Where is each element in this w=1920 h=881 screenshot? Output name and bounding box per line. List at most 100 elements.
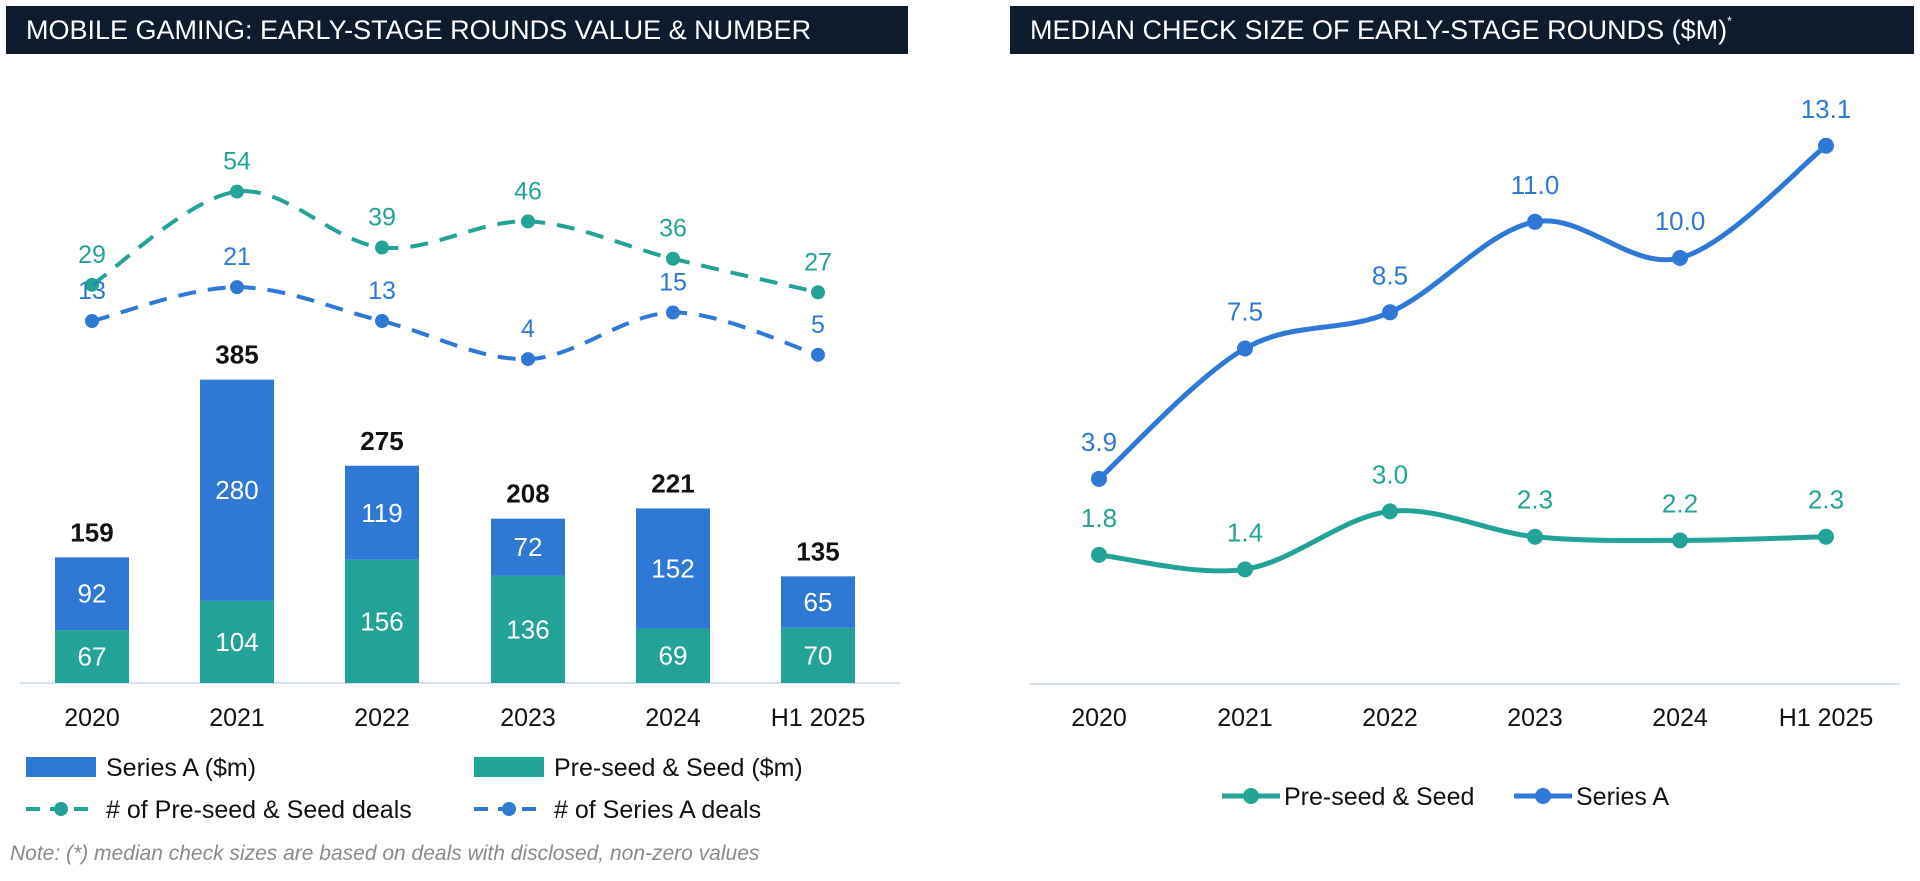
x-tick-label: 2021: [1217, 704, 1273, 732]
bar-seed-label: 69: [659, 641, 688, 671]
bar-total-label: 135: [796, 536, 839, 566]
point-series-a: [1237, 340, 1253, 357]
point-series-a-deals: [811, 347, 825, 362]
x-tick-label: 2020: [1071, 704, 1127, 732]
line-series-a: [1097, 143, 1828, 481]
point-seed-label: 2.3: [1808, 485, 1844, 515]
point-series-a: [1382, 304, 1398, 321]
bar-total-label: 208: [506, 479, 549, 509]
point-seed: [1818, 528, 1834, 545]
legend-label-series-a: Series A: [1576, 783, 1669, 811]
bar-series-a-label: 65: [804, 587, 833, 617]
legend-marker-series-a-deals: [502, 802, 516, 816]
point-seed-deals-label: 29: [78, 241, 106, 269]
x-tick-label: 2024: [645, 704, 701, 732]
left-chart-title: MOBILE GAMING: EARLY-STAGE ROUNDS VALUE …: [6, 6, 908, 54]
x-tick-label: 2022: [354, 704, 410, 732]
point-seed-label: 2.2: [1662, 488, 1698, 518]
x-tick-label: 2023: [500, 704, 556, 732]
point-seed: [1672, 532, 1688, 549]
point-series-a-label: 7.5: [1227, 297, 1263, 327]
point-seed-label: 1.4: [1227, 517, 1263, 547]
bar-seed-label: 156: [360, 606, 403, 636]
bar-seed: [636, 628, 710, 683]
legend-swatch-series-a: [26, 757, 96, 777]
point-series-a-label: 13.1: [1801, 94, 1852, 124]
legend-marker-series-a: [1535, 788, 1551, 804]
bar-series-a: [200, 379, 274, 601]
point-series-a-deals-label: 13: [368, 277, 396, 305]
x-tick-label: H1 2025: [771, 704, 866, 732]
point-series-a-deals-label: 5: [811, 311, 825, 339]
point-series-a-deals-label: 21: [223, 243, 251, 271]
point-series-a: [1091, 470, 1107, 487]
point-seed-deals-label: 54: [223, 148, 251, 176]
bar-total-label: 275: [360, 426, 403, 456]
bar-seed-label: 70: [804, 640, 833, 670]
point-seed-deals: [230, 184, 244, 199]
point-seed-deals: [666, 251, 680, 266]
point-seed-deals-label: 27: [804, 248, 832, 276]
bar-series-a-label: 152: [651, 553, 694, 583]
bar-seed: [55, 630, 129, 683]
point-seed: [1091, 546, 1107, 563]
point-series-a-deals: [666, 305, 680, 320]
legend-marker-seed-deals: [54, 802, 68, 816]
point-series-a-label: 11.0: [1511, 170, 1560, 200]
line-seed: [1098, 508, 1827, 574]
bar-seed: [345, 559, 419, 683]
point-series-a-deals: [85, 314, 99, 329]
x-tick-label: 2022: [1362, 704, 1418, 732]
point-seed: [1527, 528, 1543, 545]
bar-series-a-label: 119: [361, 498, 402, 528]
x-tick-label: 2023: [1507, 704, 1563, 732]
bar-series-a-label: 72: [514, 532, 543, 562]
x-tick-label: H1 2025: [1779, 704, 1874, 732]
point-seed-deals: [811, 285, 825, 300]
bar-seed-label: 136: [506, 614, 549, 644]
point-seed-deals-label: 36: [659, 215, 687, 243]
bar-seed-label: 104: [215, 627, 258, 657]
bar-seed: [200, 600, 274, 683]
point-series-a-deals-label: 4: [521, 315, 535, 343]
point-seed-label: 3.0: [1372, 459, 1408, 489]
x-tick-label: 2024: [1652, 704, 1708, 732]
legend-swatch-seed: [474, 757, 544, 777]
bar-total-label: 221: [651, 468, 694, 498]
bar-series-a: [781, 576, 855, 628]
bar-seed-label: 67: [78, 642, 107, 672]
line-series-a-deals: [91, 285, 819, 362]
legend-label-seed-deals: # of Pre-seed & Seed deals: [106, 796, 412, 824]
bar-series-a: [491, 518, 565, 576]
right-chart-title-text: MEDIAN CHECK SIZE OF EARLY-STAGE ROUNDS …: [1030, 15, 1728, 45]
point-series-a-label: 8.5: [1372, 260, 1408, 290]
point-series-a: [1818, 137, 1834, 154]
legend-label-seed: Pre-seed & Seed ($m): [554, 754, 803, 782]
point-seed: [1382, 503, 1398, 520]
right-chart-title-mark: *: [1727, 14, 1732, 28]
point-series-a-deals: [521, 352, 535, 367]
legend-marker-seed: [1243, 788, 1259, 804]
bar-series-a: [345, 465, 419, 560]
point-seed-deals: [521, 214, 535, 229]
bar-seed: [781, 627, 855, 683]
bar-total-label: 385: [215, 340, 258, 370]
point-series-a-label: 3.9: [1081, 427, 1117, 457]
legend-label-series-a: Series A ($m): [106, 754, 256, 782]
point-seed-label: 2.3: [1517, 485, 1553, 515]
point-seed-deals-label: 39: [368, 204, 396, 232]
x-tick-label: 2021: [209, 704, 265, 732]
bar-seed: [491, 575, 565, 683]
point-series-a-deals-label: 13: [78, 277, 106, 305]
line-seed-deals: [90, 189, 819, 295]
footnote: Note: (*) median check sizes are based o…: [10, 842, 760, 865]
bar-series-a-label: 280: [215, 475, 258, 505]
point-seed: [1237, 561, 1253, 578]
stacked-bar-chart: 6792159202010428038520211561192752022136…: [20, 148, 900, 824]
point-series-a: [1527, 213, 1543, 230]
point-series-a: [1672, 250, 1688, 266]
x-tick-label: 2020: [64, 704, 120, 732]
point-series-a-deals: [230, 280, 244, 295]
legend-label-series-a-deals: # of Series A deals: [554, 796, 761, 824]
